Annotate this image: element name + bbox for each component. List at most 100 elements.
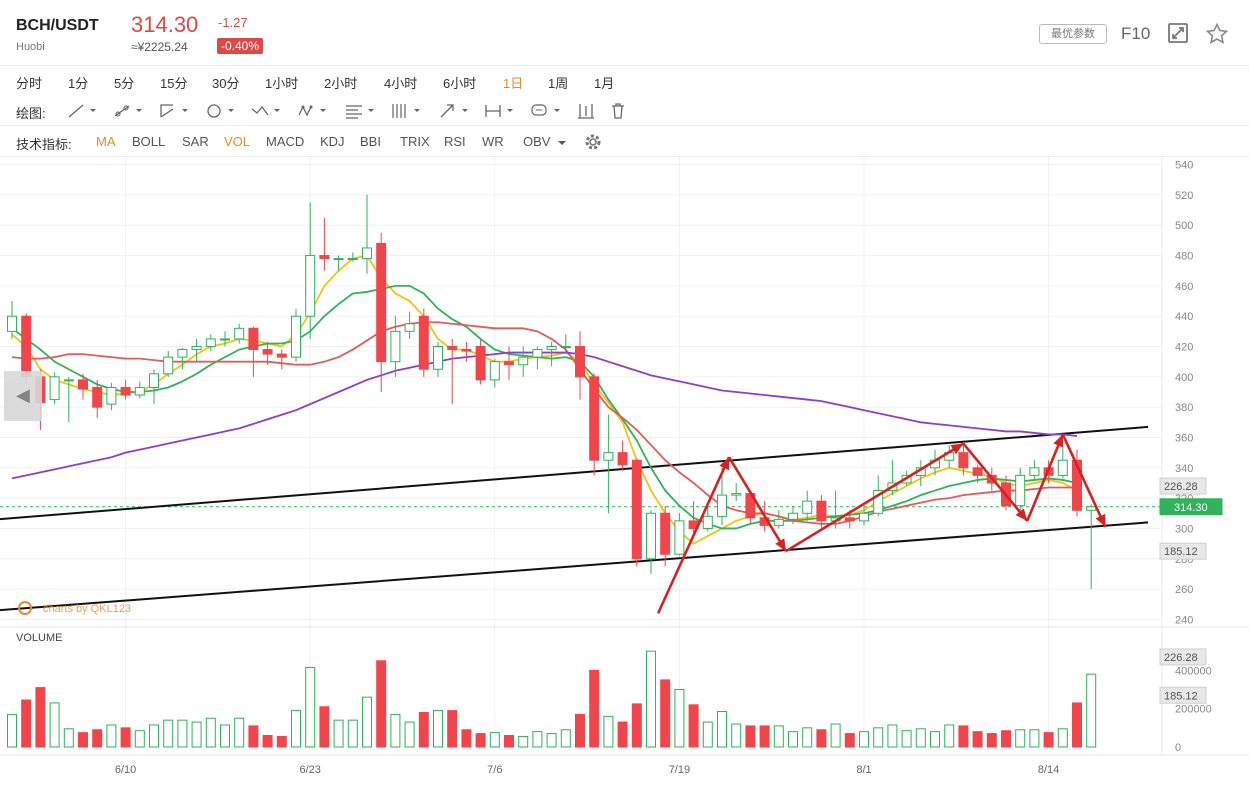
period-tab-active[interactable]: 1日 (503, 76, 524, 91)
period-tab[interactable]: 1月 (594, 76, 615, 91)
f10-button[interactable]: F10 (1121, 24, 1151, 43)
fib-tool-icon[interactable] (344, 101, 378, 121)
indicator-label: 技术指标: (16, 137, 72, 152)
period-tab[interactable]: 30分 (212, 76, 240, 91)
arrow-shaft (1061, 433, 1107, 528)
arrow-tool-icon[interactable] (438, 101, 472, 121)
x-tick-label: 8/14 (1038, 764, 1059, 776)
price-tick-label: 400 (1175, 372, 1193, 384)
volume-bar (731, 723, 742, 748)
volume-bar (475, 733, 486, 748)
scroll-left-button[interactable]: ◀ (4, 371, 42, 421)
candle-body (49, 376, 60, 401)
candle-body (873, 490, 884, 514)
optimal-params-button[interactable]: 最优参数 (1039, 24, 1107, 44)
candle-body (617, 452, 628, 466)
line-tool-icon[interactable] (66, 101, 100, 121)
period-tab[interactable]: 4小时 (384, 76, 418, 91)
trend-lines (0, 425, 1149, 612)
candle-body (1029, 467, 1040, 476)
circle-tool-icon[interactable] (204, 101, 238, 121)
volume-bar (305, 666, 316, 748)
volume-bar (802, 727, 813, 748)
volume-label: VOLUME (16, 632, 62, 644)
trash-icon[interactable] (608, 101, 628, 121)
volume-bar (347, 719, 358, 748)
arrow-shaft (962, 442, 1029, 522)
volume-bar (717, 711, 727, 748)
candle-body (220, 338, 230, 341)
indicator-macd[interactable]: MACD (266, 134, 305, 149)
exchange: Huobi (16, 41, 45, 53)
period-tab[interactable]: 1周 (548, 76, 569, 91)
candlestick-chart[interactable]: 5405205004804604404204003803603403203002… (0, 157, 1249, 786)
volume-bar (873, 727, 884, 748)
volume-bar (1057, 728, 1068, 748)
candle-body (731, 493, 742, 496)
period-line-tool-icon[interactable] (390, 101, 424, 121)
volume-bar (532, 731, 543, 748)
period-tab[interactable]: 5分 (114, 76, 135, 91)
indicator-trix[interactable]: TRIX (400, 134, 430, 149)
volume-bar (631, 703, 642, 748)
indicator-bbi[interactable]: BBI (360, 134, 381, 149)
indicator-rsi[interactable]: RSI (444, 134, 466, 149)
grid (0, 157, 1249, 756)
arrow-head (719, 457, 730, 471)
period-tab[interactable]: 6小时 (443, 76, 477, 91)
period-tab[interactable]: 分时 (16, 76, 43, 91)
fullscreen-icon[interactable] (1166, 22, 1190, 46)
volume-bar (702, 721, 713, 748)
candle-body (205, 338, 216, 348)
volume-bar (177, 719, 188, 748)
period-tab[interactable]: 2小时 (324, 76, 358, 91)
indicator-wr[interactable]: WR (482, 134, 504, 149)
candle-body (589, 376, 600, 461)
candle-body (844, 517, 855, 522)
volume-bar (1043, 732, 1054, 748)
moving-averages (11, 254, 1078, 545)
price-tick-label: 380 (1175, 402, 1193, 414)
pattern-tool-icon[interactable] (296, 101, 330, 121)
text-tool-icon[interactable] (530, 101, 564, 121)
ray-tool-icon[interactable] (112, 101, 146, 121)
period-tab[interactable]: 1分 (68, 76, 89, 91)
volume-bar (745, 725, 756, 748)
volume-tag-label: 226.28 (1164, 652, 1198, 664)
candle-settings-icon[interactable] (576, 101, 596, 121)
period-tab[interactable]: 1小时 (265, 76, 299, 91)
candle-body (347, 258, 358, 261)
candle-body (773, 518, 784, 526)
candle-body (560, 346, 571, 349)
indicator-ma[interactable]: MA (96, 134, 116, 149)
volume-bar (390, 713, 401, 748)
channel-tool-icon[interactable] (158, 101, 192, 121)
period-tab[interactable]: 15分 (160, 76, 188, 91)
price-change: -1.27 (218, 15, 248, 30)
candle-body (532, 349, 543, 358)
candle-body (163, 356, 174, 375)
candle-body (376, 242, 387, 363)
volume-bar (220, 724, 230, 748)
trend-line (0, 425, 1149, 521)
gear-icon[interactable] (583, 132, 603, 152)
price-tag (1159, 542, 1207, 560)
star-icon[interactable] (1205, 22, 1229, 46)
indicator-boll[interactable]: BOLL (132, 134, 166, 149)
indicator-toolbar: 技术指标: MA BOLL SAR VOL MACD KDJ BBI TRIX … (0, 127, 1249, 157)
volume-bar (163, 719, 174, 748)
indicator-kdj[interactable]: KDJ (320, 134, 345, 149)
indicator-vol[interactable]: VOL (224, 134, 251, 149)
price-tag-label: 314.30 (1174, 502, 1208, 514)
volume-bar (759, 725, 770, 748)
ma-line-ma10 (11, 284, 1078, 530)
candle-body (1015, 474, 1026, 507)
chevron-down-icon[interactable] (557, 139, 567, 147)
measure-tool-icon[interactable] (483, 101, 517, 121)
indicator-obv[interactable]: OBV (523, 134, 551, 149)
candle-body (475, 346, 486, 381)
wave-tool-icon[interactable] (250, 101, 284, 121)
candle-body (546, 346, 557, 351)
candle-body (717, 494, 727, 517)
indicator-sar[interactable]: SAR (182, 134, 209, 149)
